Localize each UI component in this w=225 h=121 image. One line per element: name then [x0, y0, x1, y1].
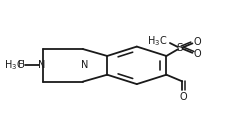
Text: O: O: [193, 49, 201, 59]
Text: H: H: [17, 60, 24, 69]
Text: $\mathsf{H_3C}$: $\mathsf{H_3C}$: [4, 58, 25, 72]
Text: O: O: [193, 37, 201, 47]
Text: O: O: [180, 92, 187, 102]
Text: S: S: [177, 43, 183, 53]
Text: $\mathsf{H_3C}$: $\mathsf{H_3C}$: [146, 34, 167, 48]
Text: N: N: [38, 60, 45, 70]
Text: N: N: [81, 60, 88, 70]
